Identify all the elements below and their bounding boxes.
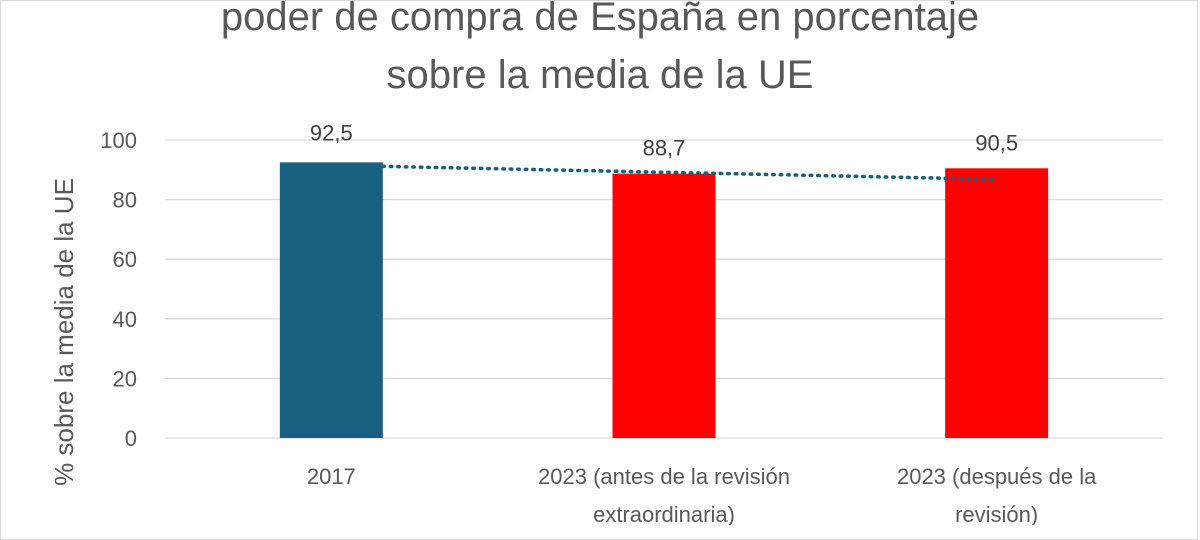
- x-category-label: 2017: [307, 464, 356, 489]
- x-category-label: extraordinaria): [593, 502, 735, 525]
- bar: [279, 162, 383, 438]
- x-axis-categories: 2017 2023 (antes de la revisión extraordin…: [307, 464, 1097, 525]
- chart-title: poder de compra de España en porcentaje s…: [221, 0, 979, 97]
- y-axis-title-text: % sobre la media de la UE: [49, 178, 79, 486]
- y-axis-ticks: 0 20 40 60 80 100: [100, 128, 137, 451]
- data-label: 90,5: [975, 130, 1018, 155]
- bar: [612, 173, 716, 438]
- data-label: 92,5: [310, 120, 353, 145]
- y-tick-label: 80: [113, 188, 137, 213]
- bar-chart: poder de compra de España en porcentaje s…: [49, 0, 1163, 525]
- bars: [279, 162, 1049, 438]
- y-tick-label: 60: [113, 247, 137, 272]
- y-axis-title: % sobre la media de la UE: [49, 178, 79, 486]
- chart-title-line: sobre la media de la UE: [387, 53, 814, 97]
- chart-title-line: poder de compra de España en porcentaje: [221, 0, 979, 39]
- data-labels: 92,5 88,7 90,5: [310, 120, 1018, 160]
- y-tick-label: 100: [100, 128, 137, 153]
- x-category-label: revisión): [955, 502, 1038, 525]
- bar: [945, 168, 1049, 438]
- y-tick-label: 20: [113, 366, 137, 391]
- y-tick-label: 0: [125, 426, 137, 451]
- trendline-line: [381, 164, 999, 182]
- x-category-label: 2023 (antes de la revisión: [538, 464, 790, 489]
- y-tick-label: 40: [113, 307, 137, 332]
- data-label: 88,7: [643, 136, 686, 161]
- trendline: [381, 164, 999, 182]
- x-category-label: 2023 (después de la: [897, 464, 1097, 489]
